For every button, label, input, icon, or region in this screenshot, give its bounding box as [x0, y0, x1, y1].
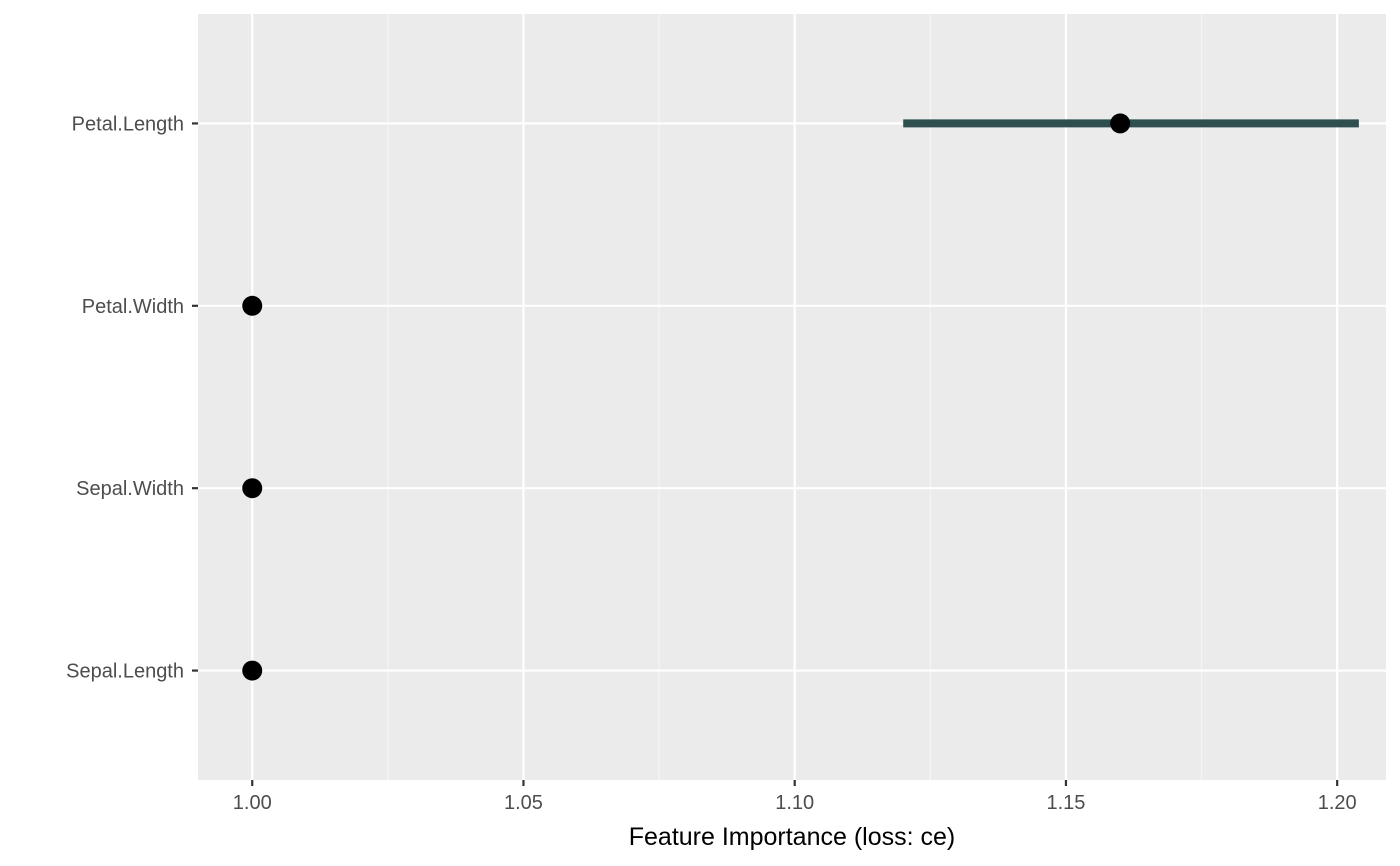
- x-tick-label: 1.15: [1046, 792, 1085, 814]
- importance-point: [1110, 113, 1131, 134]
- marks-layer: [242, 113, 1359, 681]
- importance-point: [242, 478, 263, 499]
- x-tick-label: 1.00: [233, 792, 272, 814]
- plot-panel: [198, 14, 1386, 780]
- x-axis-title: Feature Importance (loss: ce): [629, 823, 956, 851]
- y-tick-label: Petal.Width: [82, 296, 184, 318]
- axis-layer: Sepal.Length Sepal.Width Petal.Width Petal.…: [66, 113, 1357, 814]
- y-tick-label: Sepal.Length: [66, 661, 184, 683]
- importance-point: [242, 295, 263, 316]
- x-tick-label: 1.05: [504, 792, 543, 814]
- y-tick-label: Petal.Length: [72, 113, 184, 135]
- x-tick-label: 1.20: [1318, 792, 1357, 814]
- x-tick-label: 1.10: [775, 792, 814, 814]
- y-tick-label: Sepal.Width: [76, 478, 184, 500]
- importance-point: [242, 660, 263, 681]
